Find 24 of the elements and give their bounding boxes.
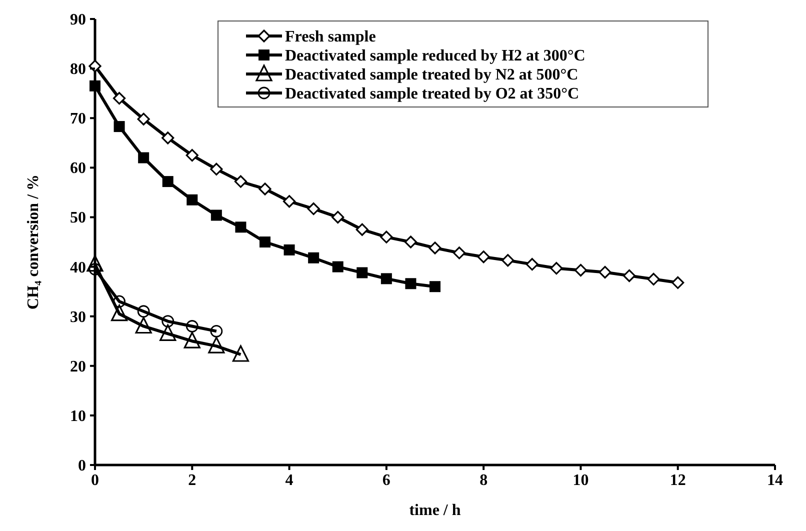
x-tick-label: 12 (670, 472, 686, 489)
legend-label: Deactivated sample reduced by H2 at 300°C (285, 48, 586, 64)
legend-label: Deactivated sample treated by O2 at 350°C (285, 86, 580, 102)
x-tick-label: 6 (382, 472, 390, 489)
y-axis-title: CH₄ conversion / % (25, 174, 42, 310)
y-tick-label: 60 (70, 160, 86, 178)
legend-label: Deactivated sample treated by N2 at 500°C (285, 66, 578, 84)
x-tick-label: 4 (285, 472, 294, 489)
y-tick-label: 30 (70, 308, 86, 326)
x-tick-label: 2 (188, 472, 196, 489)
y-tick-label: 70 (70, 110, 86, 128)
x-tick-label: 14 (767, 472, 783, 489)
y-tick-label: 20 (70, 358, 86, 376)
legend-label: Fresh sample (285, 28, 376, 46)
y-tick-label: 90 (70, 12, 86, 28)
y-tick-label: 10 (70, 408, 86, 425)
x-tick-label: 10 (572, 472, 589, 489)
y-tick-label: 80 (70, 61, 86, 78)
x-tick-label: 0 (91, 472, 99, 489)
y-tick-label: 0 (78, 458, 86, 474)
y-tick-label: 50 (70, 210, 86, 227)
x-tick-label: 8 (480, 472, 488, 489)
x-axis-title: time / h (409, 502, 461, 519)
y-tick-label: 40 (70, 259, 86, 276)
